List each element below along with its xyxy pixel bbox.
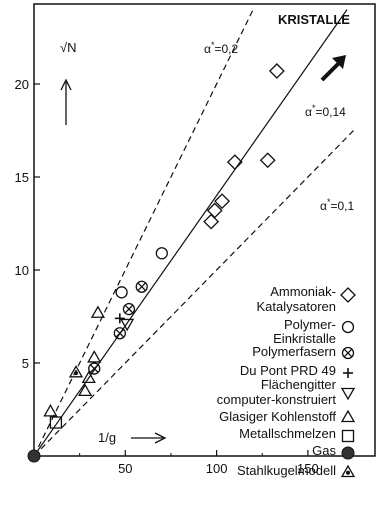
legend-marker-3 [343,368,353,378]
reference-lines [34,9,354,456]
ref-line-1 [34,9,348,456]
data-points [27,63,285,463]
x-arrow-head [154,432,167,444]
point-5-0 [43,404,58,417]
point-2-0 [88,362,101,375]
x-axis-label: 1/g [98,430,167,445]
y-tick-label: 15 [15,170,29,185]
point-5-4 [90,305,106,318]
legend-label-4: Flächengitter [261,377,337,392]
point-3-0 [114,313,125,324]
axis-ticks: 50 100 150 5 10 15 20 [15,77,355,476]
y-tick-label: 20 [15,77,29,92]
point-1-0 [115,286,128,299]
point-7-0 [27,449,41,463]
legend-label-0: Katalysatoren [257,299,337,314]
point-2-1 [113,327,126,340]
line-label-2: α*=0,1 [320,197,354,213]
legend-label-1: Einkristalle [273,331,336,346]
legend-label-5: Glasiger Kohlenstoff [219,409,336,424]
point-5-2 [81,370,96,384]
y-tick-label: 10 [15,263,29,278]
ref-line-0 [34,9,254,456]
point-1-1 [155,247,168,260]
y-arrow-head [60,78,72,91]
point-4-0 [120,318,135,332]
point-0-1 [206,202,223,219]
legend-label-2: Polymerfasern [252,344,336,359]
point-8-0 [68,364,84,378]
legend-label-1: Polymer- [284,317,336,332]
ref-line-2 [34,130,354,456]
legend-marker-8 [340,464,356,478]
y-tick-label: 5 [22,356,29,371]
point-2-2 [122,302,136,316]
x-tick-label: 50 [118,461,132,476]
legend-marker-4 [340,387,356,401]
legend: Ammoniak-Katalysatoren Polymer-Einkristal… [217,284,356,478]
point-0-0 [203,213,220,230]
point-6-0 [49,416,63,429]
legend-label-3: Du Pont PRD 49 [240,363,336,378]
legend-marker-5 [340,409,356,423]
legend-marker-7 [341,446,355,460]
x-tick-label: 150 [297,461,319,476]
line-label-0: α*=0,2 [204,40,238,56]
point-0-5 [268,63,285,79]
line-labels: α*=0,2 α*=0,14 α*=0,1 [204,40,354,213]
y-axis-label: √N [60,40,77,125]
legend-marker-0 [340,287,356,303]
legend-label-8: Stahlkugelmodell [237,463,336,478]
x-tick-label: 100 [206,461,228,476]
point-5-3 [87,350,102,363]
legend-marker-1 [341,320,355,334]
legend-label-7: Gas [312,443,336,458]
legend-label-0: Ammoniak- [270,284,336,299]
plot-frame [33,3,376,457]
point-0-4 [259,152,276,169]
line-label-1: α*=0,14 [305,103,346,119]
point-0-2 [214,193,230,210]
legend-label-4: computer-konstruiert [217,392,337,407]
chart-title: KRISTALLE [278,12,350,27]
point-0-3 [226,154,243,171]
point-5-1 [78,383,93,397]
legend-marker-6 [341,429,355,443]
svg-text:√N: √N [60,40,77,55]
svg-text:1/g: 1/g [98,430,116,445]
trend-arrow-icon [320,55,346,82]
legend-label-6: Metallschmelzen [239,426,336,441]
legend-marker-2 [341,346,355,360]
point-2-3 [135,280,148,293]
